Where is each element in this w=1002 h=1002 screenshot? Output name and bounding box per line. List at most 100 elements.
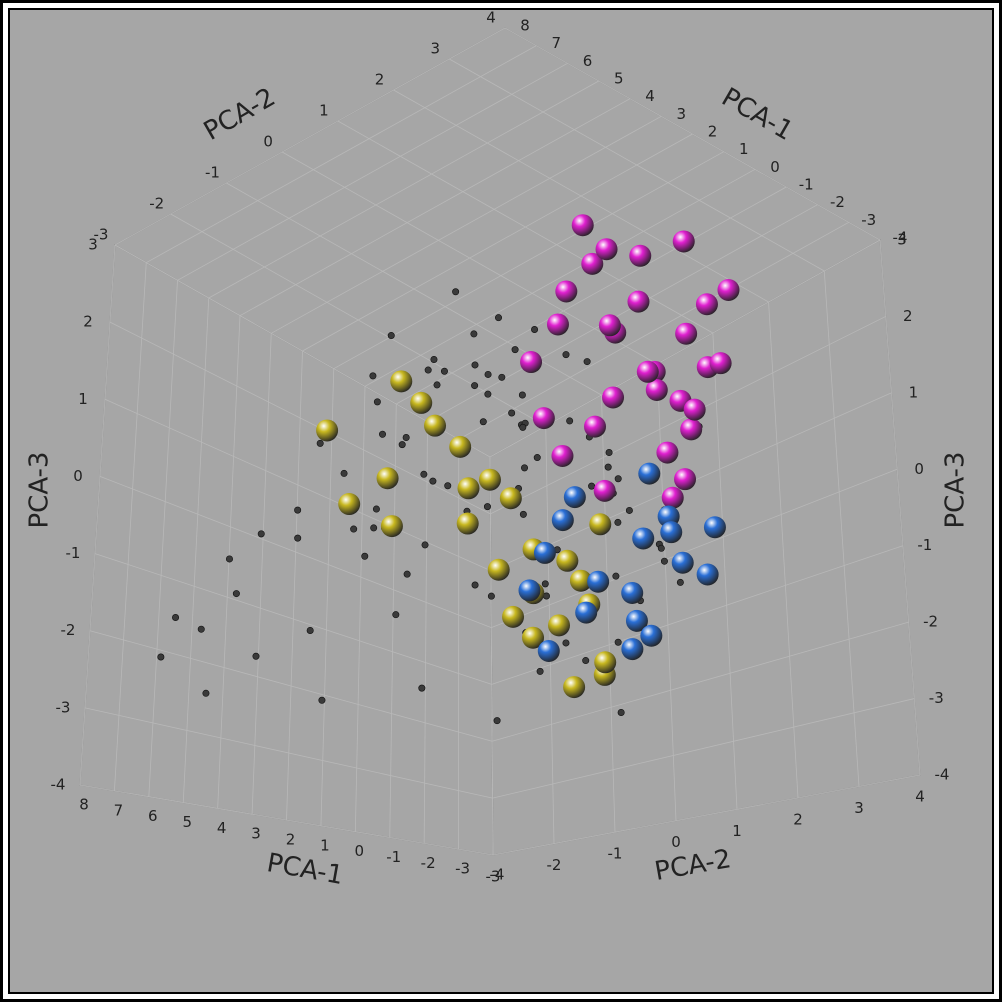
data-point: [294, 506, 302, 514]
grid-line: [109, 321, 491, 515]
data-point: [493, 717, 501, 725]
tick-label: 3: [854, 799, 864, 817]
data-point: [429, 477, 437, 485]
data-point: [370, 524, 378, 532]
grid-line: [99, 476, 492, 628]
grid-line: [712, 332, 738, 810]
tick-label: 0: [671, 833, 681, 851]
sphere-point: [680, 418, 703, 441]
sphere-point: [499, 487, 522, 510]
data-point: [483, 503, 491, 511]
sphere-point: [640, 624, 663, 647]
tick-label: -1: [799, 176, 814, 194]
tick-label: -4: [935, 766, 950, 784]
tick-label: 2: [903, 307, 913, 325]
data-point: [605, 449, 613, 457]
points: [157, 214, 740, 725]
data-point: [625, 506, 633, 514]
data-point: [398, 441, 406, 449]
sphere-point: [563, 486, 586, 509]
sphere-point: [575, 601, 598, 624]
sphere-point: [675, 322, 698, 345]
data-point: [588, 482, 596, 490]
tick-label: -1: [917, 536, 932, 554]
grid-line: [239, 98, 631, 317]
data-point: [316, 439, 324, 447]
tick-label: -3: [56, 698, 71, 716]
sphere-point: [583, 415, 606, 438]
sphere-point: [449, 435, 472, 458]
data-point: [521, 464, 529, 472]
data-point: [294, 534, 302, 542]
data-point: [536, 667, 544, 675]
tick-label: -1: [386, 848, 401, 866]
data-point: [471, 361, 479, 369]
data-point: [531, 326, 539, 334]
sphere-point: [661, 486, 684, 509]
sphere-point: [571, 214, 594, 237]
grid-line: [491, 468, 898, 628]
sphere-point: [598, 314, 621, 337]
data-point: [424, 366, 432, 374]
tick-label: 4: [915, 788, 925, 806]
sphere-point: [587, 570, 610, 593]
sphere-point: [621, 581, 644, 604]
tick-label: 3: [676, 105, 686, 123]
sphere-point: [636, 360, 659, 383]
grid-line: [449, 58, 825, 272]
data-point: [471, 382, 479, 390]
data-point: [612, 572, 620, 580]
sphere-point: [717, 278, 740, 301]
sphere-point: [546, 313, 569, 336]
data-point: [172, 614, 180, 622]
data-point: [487, 592, 495, 600]
grid-line: [458, 221, 849, 440]
grid-line: [423, 421, 428, 844]
tick-label: -3: [861, 211, 876, 229]
data-point: [361, 552, 369, 560]
sphere-point: [671, 551, 694, 574]
grid-line: [302, 133, 693, 352]
sphere-point: [709, 352, 732, 375]
sphere-point: [520, 351, 543, 374]
tick-label: -3: [486, 868, 501, 886]
data-point: [452, 288, 460, 296]
sphere-point: [487, 558, 510, 581]
sphere-point: [537, 640, 560, 663]
data-point: [604, 463, 612, 471]
tick-label: 0: [770, 158, 780, 176]
grid-line: [79, 244, 116, 786]
data-point: [444, 482, 452, 490]
data-point: [379, 430, 387, 438]
sphere-point: [672, 230, 695, 253]
grid-line: [393, 89, 769, 303]
sphere-point: [563, 676, 586, 699]
data-point: [197, 625, 205, 633]
data-point: [418, 684, 426, 692]
data-point: [657, 544, 665, 552]
grid-line: [337, 120, 714, 334]
data-point: [392, 611, 400, 619]
sphere-point: [593, 479, 616, 502]
sphere-point: [674, 468, 697, 491]
sphere-point: [522, 626, 545, 649]
axis-title: PCA-3: [941, 452, 971, 529]
sphere-point: [594, 651, 617, 674]
data-point: [562, 351, 570, 359]
tick-label: 1: [732, 822, 742, 840]
tick-label: 3: [251, 825, 261, 843]
data-point: [495, 314, 503, 322]
sphere-point: [621, 638, 644, 661]
tick-label: -4: [51, 776, 66, 794]
grid-line: [182, 297, 210, 803]
tick-label: 2: [83, 313, 93, 331]
sphere-point: [695, 293, 718, 316]
data-point: [257, 530, 265, 538]
data-point: [157, 653, 165, 661]
tick-label: 4: [486, 9, 496, 27]
panes: [79, 27, 921, 856]
sphere-point: [581, 252, 604, 275]
grid-line: [354, 386, 366, 832]
sphere-point: [380, 515, 403, 538]
data-point: [440, 367, 448, 375]
